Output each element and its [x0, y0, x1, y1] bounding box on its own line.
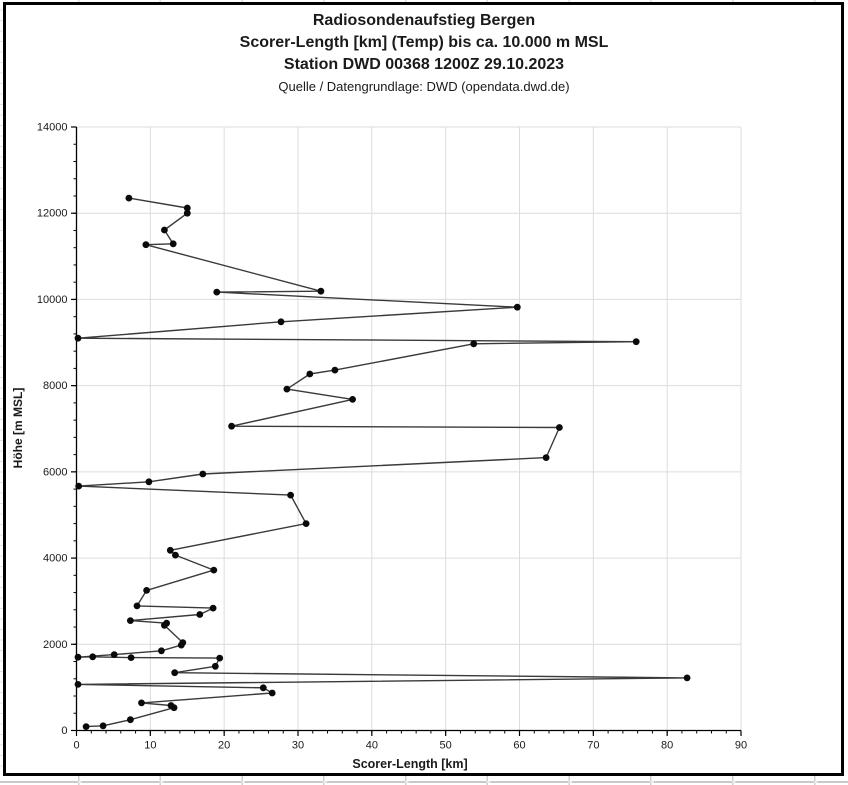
data-point [145, 478, 153, 486]
y-tick-label: 6000 [43, 466, 67, 478]
data-point [89, 653, 97, 661]
data-point [110, 651, 118, 658]
data-point [74, 334, 82, 342]
data-point [513, 303, 521, 311]
data-point [126, 617, 134, 624]
data-point [287, 491, 294, 499]
y-tick-label: 4000 [43, 553, 67, 565]
axes [75, 127, 741, 732]
chart-title: Radiosondenaufstieg Bergen [312, 12, 536, 29]
data-point [161, 226, 168, 234]
data-point [74, 681, 82, 688]
y-tick-label: 2000 [43, 639, 67, 651]
data-point [302, 520, 310, 527]
data-point [142, 241, 150, 249]
y-major-ticks [71, 126, 77, 732]
worksheet-row-gridline-bottom [0, 781, 848, 783]
y-tick-label: 8000 [43, 380, 67, 392]
y-tick-labels: 0 2000 4000 6000 8000 10000 12000 14000 [37, 122, 68, 738]
data-point [133, 602, 141, 610]
data-point [125, 194, 133, 202]
worksheet-column-gridlines-bottom [0, 776, 848, 785]
x-axis-title: Scorer-Length [km] [352, 757, 468, 771]
x-tick-labels: 0 10 20 30 40 50 60 70 80 90 [73, 740, 747, 752]
data-point [228, 422, 236, 430]
data-point [470, 340, 478, 348]
data-point [349, 396, 356, 403]
data-point [556, 424, 563, 431]
data-point [268, 689, 276, 697]
data-point [306, 370, 314, 378]
series-line [77, 197, 688, 728]
data-point [216, 654, 224, 662]
x-tick-label: 50 [440, 740, 452, 752]
chart-border-frame [3, 2, 844, 776]
worksheet-column-gridlines-top [0, 0, 848, 2]
x-tick-label: 70 [587, 740, 599, 752]
worksheet-row-gridlines-left [0, 0, 3, 776]
data-point [199, 470, 207, 478]
data-point [183, 204, 191, 212]
data-point [213, 288, 221, 296]
y-tick-label: 12000 [37, 208, 68, 220]
chart-source-line: Quelle / Datengrundlage: DWD (opendata.d… [278, 79, 570, 94]
x-tick-label: 10 [144, 740, 156, 752]
data-point [75, 482, 83, 490]
data-point [138, 699, 145, 707]
data-point [82, 723, 90, 730]
data-point [172, 551, 179, 559]
data-points [74, 194, 691, 730]
x-tick-label: 20 [218, 740, 230, 752]
data-point [127, 654, 135, 661]
data-point [74, 653, 82, 661]
data-point [331, 366, 339, 374]
data-point [683, 674, 691, 682]
data-point [183, 209, 191, 217]
chart-header: Radiosondenaufstieg Bergen Scorer-Length… [0, 10, 848, 96]
x-gridlines [149, 127, 742, 731]
x-major-ticks [75, 730, 742, 736]
data-point [179, 639, 187, 646]
data-point [126, 716, 134, 724]
x-tick-label: 90 [735, 740, 747, 752]
data-point [196, 611, 204, 618]
data-point [632, 338, 640, 346]
data-point [166, 546, 174, 554]
data-point [259, 684, 267, 692]
x-tick-label: 40 [366, 740, 378, 752]
y-tick-label: 14000 [37, 122, 68, 134]
data-point [171, 669, 179, 677]
data-point [210, 566, 218, 574]
data-point [209, 604, 217, 612]
x-tick-label: 0 [73, 740, 79, 752]
data-point [158, 647, 165, 655]
x-tick-label: 60 [513, 740, 525, 752]
data-point [163, 619, 171, 627]
data-point [277, 318, 285, 326]
data-point [143, 587, 151, 594]
y-gridlines [76, 126, 741, 645]
chart-subtitle: Scorer-Length [km] (Temp) bis ca. 10.000… [239, 34, 609, 51]
data-point [283, 385, 291, 393]
data-point [317, 287, 325, 295]
data-point [542, 454, 550, 461]
data-point [169, 240, 177, 248]
y-tick-label: 10000 [37, 294, 68, 306]
x-tick-label: 30 [292, 740, 304, 752]
y-axis-title: Höhe [m MSL] [11, 387, 25, 469]
data-point [167, 702, 175, 709]
chart-station-line: Station DWD 00368 1200Z 29.10.2023 [283, 56, 565, 73]
data-point [211, 662, 219, 670]
y-tick-label: 0 [61, 725, 67, 737]
data-point [99, 722, 107, 730]
x-tick-label: 80 [661, 740, 673, 752]
